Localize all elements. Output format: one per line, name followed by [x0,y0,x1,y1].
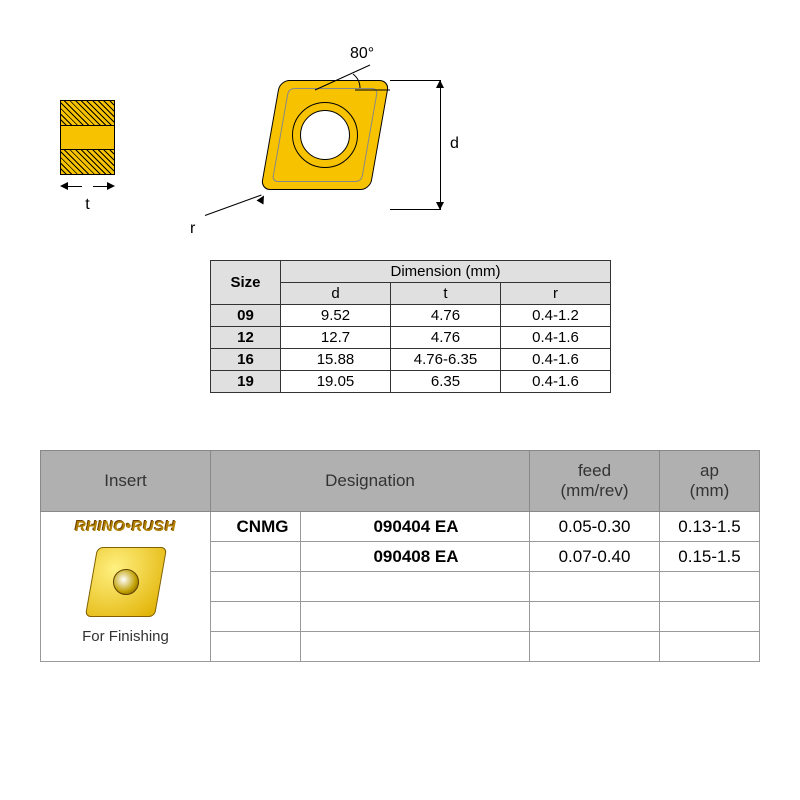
designation-code: 090408 EA [301,542,530,572]
header-designation: Designation [211,451,530,512]
table-row: RHINO•RUSH For Finishing CNMG 090404 EA … [41,512,760,542]
header-size: Size [211,261,281,305]
t-label: t [60,196,115,214]
feed-value: 0.07-0.40 [530,542,660,572]
feed-value: 0.05-0.30 [530,512,660,542]
header-dimension: Dimension (mm) [281,261,611,283]
table-row: 19 19.05 6.35 0.4-1.6 [211,371,611,393]
insert-icon [83,539,168,624]
designation-type: CNMG [211,512,301,542]
d-label: d [450,135,459,153]
header-feed: feed (mm/rev) [530,451,660,512]
ap-value: 0.13-1.5 [660,512,760,542]
side-view-diagram [60,100,140,175]
angle-label: 80° [350,45,374,63]
insert-preview-cell: RHINO•RUSH For Finishing [41,512,211,662]
ap-value: 0.15-1.5 [660,542,760,572]
header-insert: Insert [41,451,211,512]
subheader-t: t [391,283,501,305]
brand-label: RHINO•RUSH [47,518,204,535]
subheader-r: r [501,283,611,305]
technical-diagram: t 80° d r [60,50,680,270]
t-dimension: t [60,180,115,214]
use-label: For Finishing [47,628,204,645]
angle-indicator [315,60,395,105]
header-ap: ap (mm) [660,451,760,512]
table-row: 16 15.88 4.76-6.35 0.4-1.6 [211,349,611,371]
dimension-table: Size Dimension (mm) d t r 09 9.52 4.76 0… [210,260,611,393]
table-row: 09 9.52 4.76 0.4-1.2 [211,305,611,327]
designation-code: 090404 EA [301,512,530,542]
r-label: r [190,220,195,238]
insert-table-section: Insert Designation feed (mm/rev) ap (mm)… [40,450,760,662]
table-row: 12 12.7 4.76 0.4-1.6 [211,327,611,349]
subheader-d: d [281,283,391,305]
